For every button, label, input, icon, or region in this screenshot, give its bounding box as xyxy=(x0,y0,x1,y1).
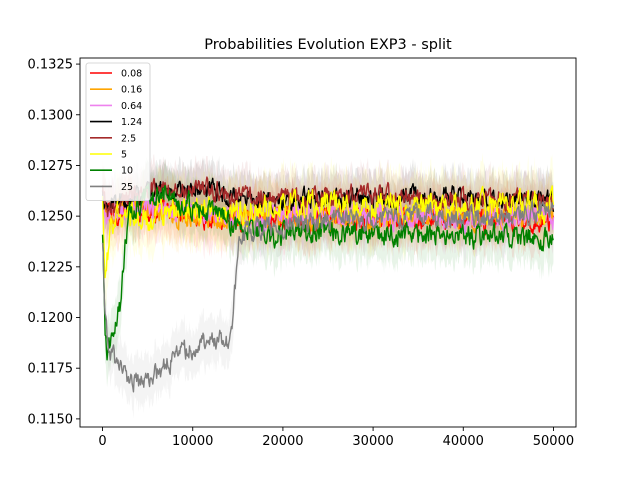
y-tick-label: 0.1175 xyxy=(28,362,74,377)
legend-label: 2.5 xyxy=(121,133,136,144)
y-tick-label: 0.1150 xyxy=(28,412,74,427)
chart-title: Probabilities Evolution EXP3 - split xyxy=(204,37,452,53)
y-tick-label: 0.1250 xyxy=(28,210,74,225)
x-tick-label: 50000 xyxy=(533,434,574,449)
line-series-25 xyxy=(101,199,555,393)
legend-label: 0.08 xyxy=(121,69,142,80)
legend-label: 10 xyxy=(121,166,133,177)
x-tick-label: 10000 xyxy=(172,434,213,449)
legend-label: 25 xyxy=(121,182,133,193)
legend-label: 5 xyxy=(121,150,127,161)
series-lines xyxy=(101,176,555,393)
y-axis: 0.1150 0.1175 0.1200 0.1225 0.1250 0.1275 0.13… xyxy=(28,58,80,427)
x-tick-label: 0 xyxy=(98,434,106,449)
x-axis: 0 10000 20000 30000 40000 50000 xyxy=(98,427,574,449)
y-tick-label: 0.1275 xyxy=(28,159,74,174)
line-series-10 xyxy=(101,183,555,361)
legend-label: 1.24 xyxy=(121,117,142,128)
x-tick-label: 40000 xyxy=(443,434,484,449)
legend-box xyxy=(85,62,151,202)
legend-label: 0.16 xyxy=(121,85,142,96)
legend-label: 0.64 xyxy=(121,101,142,112)
x-tick-label: 20000 xyxy=(262,434,303,449)
band-series-25 xyxy=(102,176,554,419)
y-tick-label: 0.1200 xyxy=(28,311,74,326)
y-tick-label: 0.1325 xyxy=(28,58,74,73)
line-series-2.5 xyxy=(101,176,554,218)
plot-frame xyxy=(79,57,577,428)
y-tick-label: 0.1300 xyxy=(28,108,74,123)
y-tick-label: 0.1225 xyxy=(28,260,74,275)
x-tick-label: 30000 xyxy=(352,434,393,449)
legend: 0.08 0.16 0.64 1.24 2.5 5 10 25 xyxy=(85,62,151,202)
